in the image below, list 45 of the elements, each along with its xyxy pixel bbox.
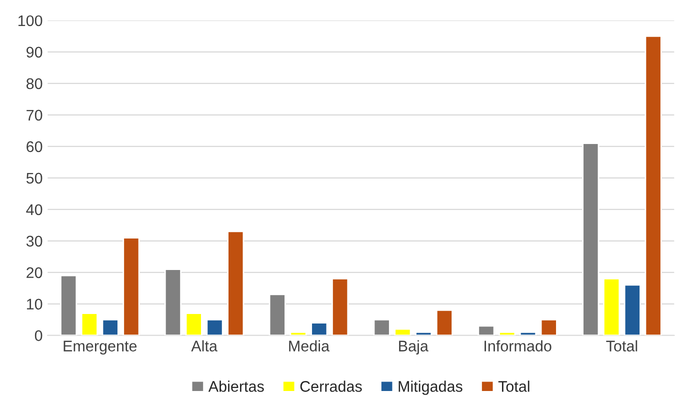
bar [227, 230, 244, 336]
x-tick-label: Alta [191, 340, 218, 352]
y-tick-label: 0 [34, 330, 42, 342]
bar [185, 312, 202, 336]
y-tick-label: 10 [26, 298, 42, 310]
bar [80, 312, 98, 336]
legend-label: Cerradas [300, 380, 362, 392]
bar [582, 142, 600, 336]
bar [603, 278, 620, 336]
x-tick-label: Emergente [64, 340, 137, 354]
bar [540, 318, 558, 336]
bar [60, 274, 78, 336]
bar [164, 268, 182, 336]
bar [332, 278, 349, 336]
bar [478, 325, 495, 336]
legend-label: Mitigadas [398, 380, 462, 395]
x-tick-label: Media [289, 340, 330, 352]
bar [206, 318, 224, 336]
bar [290, 332, 307, 336]
bar [644, 36, 662, 336]
x-tick-label: Baja [399, 340, 428, 354]
bar [268, 294, 286, 336]
bar [415, 332, 432, 336]
bar [498, 332, 516, 336]
y-tick-label: 100 [18, 15, 42, 26]
y-tick-label: 90 [26, 46, 42, 58]
bar [310, 322, 328, 336]
x-tick-label: Informado [484, 340, 552, 352]
y-tick-label: 40 [26, 204, 42, 216]
bar [394, 328, 412, 336]
legend-label: Total [498, 380, 530, 392]
bar [624, 284, 641, 336]
bar [122, 237, 140, 336]
y-tick-label: 70 [26, 110, 42, 121]
y-tick-label: 80 [26, 78, 42, 90]
x-tick-label: Total [606, 340, 638, 352]
bar [373, 318, 390, 336]
bar [519, 332, 537, 336]
legend-label: Abiertas [208, 380, 264, 392]
y-tick-label: 20 [26, 267, 42, 278]
bar [436, 309, 453, 336]
y-tick-label: 50 [26, 172, 42, 184]
y-tick-label: 30 [26, 236, 42, 247]
y-tick-label: 60 [26, 141, 42, 152]
bar [102, 318, 119, 336]
